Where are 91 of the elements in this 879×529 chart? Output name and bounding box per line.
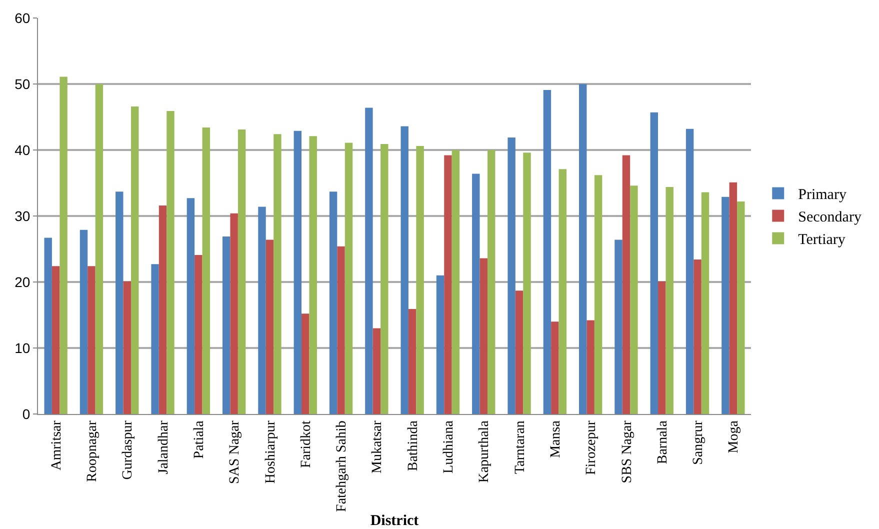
bar bbox=[408, 309, 416, 414]
bar bbox=[523, 152, 531, 414]
bar bbox=[266, 240, 274, 414]
bar bbox=[694, 260, 702, 414]
bar bbox=[329, 192, 338, 414]
bar bbox=[558, 169, 567, 414]
bar bbox=[452, 150, 460, 414]
y-tick-label: 30 bbox=[14, 208, 30, 224]
bar bbox=[508, 137, 516, 414]
bar bbox=[151, 264, 159, 414]
bar bbox=[60, 76, 68, 414]
bar bbox=[202, 128, 210, 414]
x-tick-label: Firozepur bbox=[584, 420, 600, 476]
bar bbox=[365, 108, 373, 414]
bar bbox=[630, 186, 638, 414]
x-tick-label: Gurdaspur bbox=[120, 420, 136, 480]
bar bbox=[472, 174, 480, 414]
x-tick-label: Tarntaran bbox=[512, 420, 528, 474]
bar bbox=[650, 112, 658, 414]
x-tick-label: Patiala bbox=[192, 420, 207, 459]
x-tick-label: SAS Nagar bbox=[228, 420, 243, 484]
x-tick-label: Moga bbox=[726, 420, 742, 454]
x-tick-label: Roopnagar bbox=[85, 420, 100, 482]
bar bbox=[701, 192, 710, 414]
bar bbox=[666, 186, 674, 414]
bar bbox=[400, 126, 408, 414]
bar bbox=[52, 266, 60, 414]
bar bbox=[302, 314, 310, 414]
bar bbox=[372, 328, 381, 414]
x-tick-label: Kapurthala bbox=[477, 420, 492, 483]
bar bbox=[158, 205, 167, 414]
bar bbox=[344, 142, 353, 414]
x-tick-label: Faridkot bbox=[298, 420, 314, 468]
bar bbox=[380, 144, 388, 414]
bar bbox=[444, 155, 452, 414]
bar bbox=[80, 230, 88, 414]
y-tick-label: 50 bbox=[14, 76, 30, 92]
y-tick-label: 20 bbox=[14, 274, 30, 290]
bar bbox=[294, 130, 302, 414]
bar bbox=[194, 254, 202, 414]
bar bbox=[95, 84, 104, 414]
bar bbox=[258, 206, 266, 414]
x-tick-label: Jalandhar bbox=[156, 420, 172, 474]
bar bbox=[230, 213, 238, 414]
legend-label: Primary bbox=[798, 187, 847, 204]
bar bbox=[551, 322, 559, 414]
y-tick-label: 60 bbox=[14, 10, 30, 26]
y-tick-label: 10 bbox=[14, 340, 30, 356]
bar bbox=[578, 84, 587, 414]
x-tick-label: Sangrur bbox=[691, 420, 706, 465]
x-tick-label: Amritsar bbox=[49, 420, 64, 470]
bar bbox=[543, 90, 552, 414]
bar bbox=[737, 201, 745, 414]
bar bbox=[186, 198, 195, 414]
bar bbox=[586, 320, 594, 414]
bar bbox=[614, 240, 622, 414]
y-tick-label: 40 bbox=[14, 142, 30, 158]
bar bbox=[274, 134, 282, 414]
x-tick-label: Barnala bbox=[655, 420, 670, 464]
bar bbox=[436, 275, 444, 414]
bar bbox=[729, 182, 738, 414]
bar bbox=[123, 281, 131, 414]
bar bbox=[130, 106, 139, 414]
x-tick-label: Ludhiana bbox=[442, 420, 457, 474]
bar bbox=[515, 290, 524, 414]
x-tick-label: SBS Nagar bbox=[620, 420, 635, 484]
bar bbox=[238, 130, 246, 414]
bar bbox=[116, 192, 124, 414]
bar bbox=[487, 150, 496, 414]
x-axis-title: District bbox=[370, 513, 419, 529]
x-tick-label: Hoshiarpur bbox=[263, 420, 278, 484]
bar bbox=[480, 258, 488, 414]
x-tick-label: Fatehgarh Sahib bbox=[334, 420, 350, 512]
bar bbox=[622, 155, 630, 414]
x-tick-label: Mansa bbox=[548, 420, 564, 458]
bar bbox=[166, 111, 174, 414]
bar bbox=[658, 281, 666, 414]
bar bbox=[222, 236, 230, 414]
bar bbox=[722, 196, 730, 414]
bar bbox=[44, 238, 52, 414]
bar bbox=[416, 146, 424, 414]
bar bbox=[686, 128, 694, 414]
x-tick-label: Mukatsar bbox=[370, 420, 386, 474]
bar bbox=[337, 246, 345, 414]
bar bbox=[594, 175, 602, 414]
bar bbox=[309, 136, 317, 414]
legend-label: Tertiary bbox=[798, 232, 846, 248]
y-tick-label: 0 bbox=[22, 406, 30, 422]
legend-label: Secondary bbox=[798, 210, 862, 226]
x-tick-label: Bathinda bbox=[406, 420, 421, 472]
bar bbox=[88, 266, 96, 414]
